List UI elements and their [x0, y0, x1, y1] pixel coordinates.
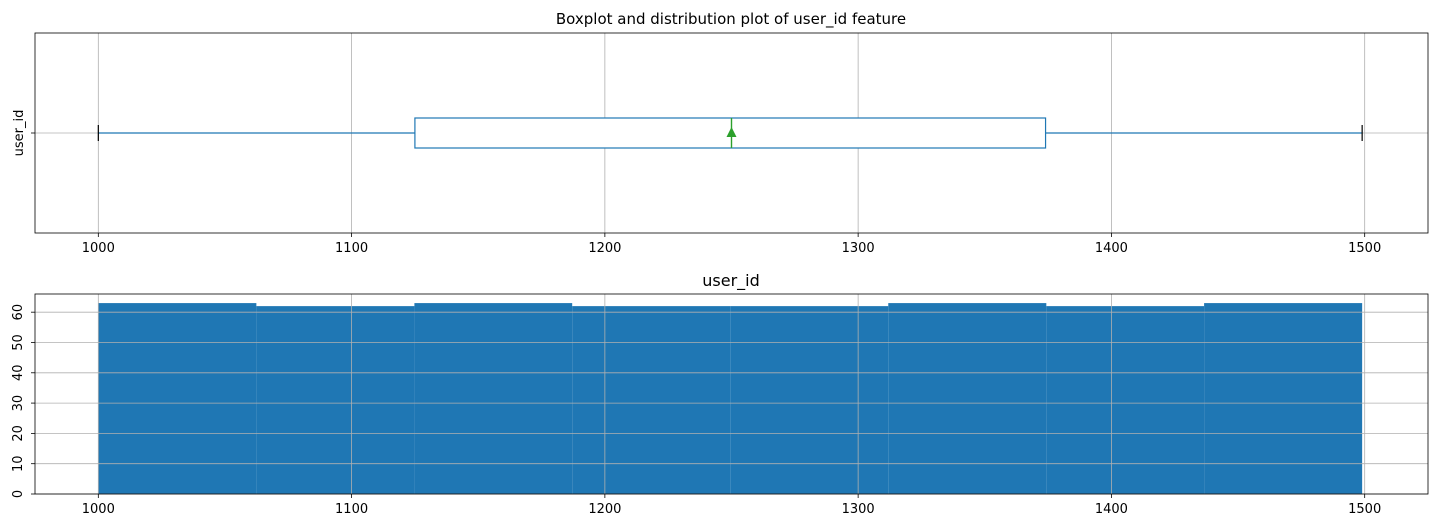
histogram-y-tick-label: 20 — [11, 425, 26, 442]
histogram-title: user_id — [702, 271, 760, 291]
histogram-bar — [414, 303, 573, 494]
histogram-x-tick-label: 1400 — [1095, 502, 1128, 517]
boxplot-panel: Boxplot and distribution plot of user_id… — [12, 10, 1429, 256]
histogram-x-tick-label: 1200 — [588, 502, 621, 517]
boxplot-x-tick-label: 1000 — [82, 241, 115, 256]
histogram-y-tick-label: 0 — [11, 490, 26, 498]
histogram-y-ticks: 0 10 20 30 40 50 60 — [11, 304, 35, 498]
boxplot-box — [414, 117, 1047, 149]
boxplot-mean-marker — [726, 127, 737, 137]
histogram-axes-frame — [34, 293, 1429, 495]
histogram-x-ticks: 1000 1100 1200 1300 1400 1500 — [82, 494, 1381, 517]
histogram-bar — [1046, 306, 1205, 494]
boxplot-title: Boxplot and distribution plot of user_id… — [556, 10, 906, 29]
histogram-y-tick-label: 40 — [11, 365, 26, 382]
boxplot-x-tick-label: 1100 — [335, 241, 368, 256]
histogram-y-tick-label: 60 — [11, 304, 26, 321]
histogram-y-tick-label: 30 — [11, 395, 26, 412]
boxplot-x-tick-label: 1300 — [842, 241, 875, 256]
histogram-y-tick-label: 10 — [11, 455, 26, 472]
histogram-x-tick-label: 1500 — [1348, 502, 1381, 517]
histogram-bar — [730, 306, 889, 494]
histogram-bar — [572, 306, 731, 494]
boxplot-x-tick-label: 1500 — [1348, 241, 1381, 256]
histogram-y-tick-label: 50 — [11, 334, 26, 351]
boxplot-x-tick-label: 1400 — [1095, 241, 1128, 256]
histogram-x-tick-label: 1000 — [82, 502, 115, 517]
histogram-bar — [1204, 303, 1363, 494]
histogram-x-tick-label: 1300 — [842, 502, 875, 517]
histogram-bar — [888, 303, 1047, 494]
histogram-bar — [256, 306, 415, 494]
boxplot-x-ticks: 1000 1100 1200 1300 1400 1500 — [82, 233, 1381, 256]
boxplot-marks — [97, 117, 1363, 149]
histogram-panel: user_id 1000 1100 1200 1300 1400 1500 0 10 20 30… — [11, 271, 1429, 517]
boxplot-y-tick-label: user_id — [12, 110, 27, 157]
boxplot-x-tick-label: 1200 — [588, 241, 621, 256]
histogram-bar — [98, 303, 257, 494]
histogram-bars — [98, 303, 1363, 494]
boxplot-y-ticks: user_id — [12, 110, 35, 157]
histogram-x-tick-label: 1100 — [335, 502, 368, 517]
